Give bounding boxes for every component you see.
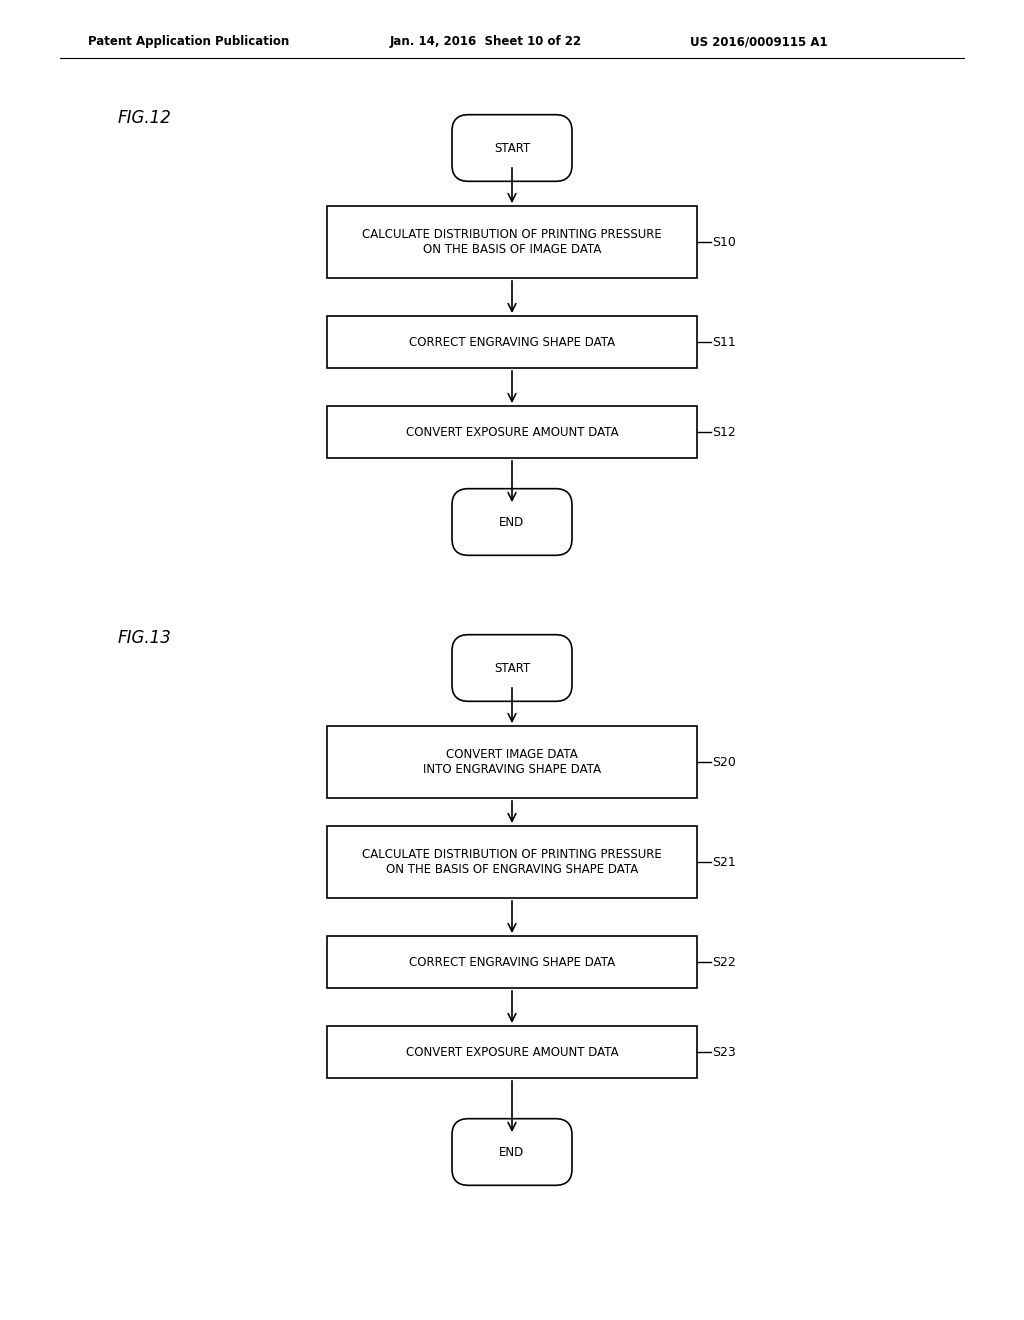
Text: S12: S12 (712, 425, 736, 438)
Text: CORRECT ENGRAVING SHAPE DATA: CORRECT ENGRAVING SHAPE DATA (409, 956, 615, 969)
Text: FIG.13: FIG.13 (118, 630, 172, 647)
Text: START: START (494, 141, 530, 154)
Text: S23: S23 (712, 1045, 736, 1059)
Text: CONVERT EXPOSURE AMOUNT DATA: CONVERT EXPOSURE AMOUNT DATA (406, 1045, 618, 1059)
Text: CALCULATE DISTRIBUTION OF PRINTING PRESSURE
ON THE BASIS OF IMAGE DATA: CALCULATE DISTRIBUTION OF PRINTING PRESS… (362, 228, 662, 256)
Text: CORRECT ENGRAVING SHAPE DATA: CORRECT ENGRAVING SHAPE DATA (409, 335, 615, 348)
Bar (327, 407, 697, 458)
FancyBboxPatch shape (452, 1118, 572, 1185)
Text: S20: S20 (712, 755, 736, 768)
Text: S22: S22 (712, 956, 736, 969)
Bar (327, 726, 697, 799)
Text: END: END (500, 1146, 524, 1159)
FancyBboxPatch shape (452, 488, 572, 556)
Text: S21: S21 (712, 855, 736, 869)
Text: START: START (494, 661, 530, 675)
Text: CALCULATE DISTRIBUTION OF PRINTING PRESSURE
ON THE BASIS OF ENGRAVING SHAPE DATA: CALCULATE DISTRIBUTION OF PRINTING PRESS… (362, 847, 662, 876)
Text: END: END (500, 516, 524, 528)
Text: Patent Application Publication: Patent Application Publication (88, 36, 289, 49)
Bar (327, 936, 697, 987)
FancyBboxPatch shape (452, 635, 572, 701)
FancyBboxPatch shape (452, 115, 572, 181)
Text: Jan. 14, 2016  Sheet 10 of 22: Jan. 14, 2016 Sheet 10 of 22 (390, 36, 582, 49)
Text: S10: S10 (712, 235, 736, 248)
Text: CONVERT IMAGE DATA
INTO ENGRAVING SHAPE DATA: CONVERT IMAGE DATA INTO ENGRAVING SHAPE … (423, 748, 601, 776)
Bar (327, 1026, 697, 1078)
Text: US 2016/0009115 A1: US 2016/0009115 A1 (690, 36, 827, 49)
Bar (327, 315, 697, 368)
Bar (327, 206, 697, 279)
Text: S11: S11 (712, 335, 736, 348)
Text: CONVERT EXPOSURE AMOUNT DATA: CONVERT EXPOSURE AMOUNT DATA (406, 425, 618, 438)
Text: FIG.12: FIG.12 (118, 110, 172, 127)
Bar (327, 826, 697, 898)
